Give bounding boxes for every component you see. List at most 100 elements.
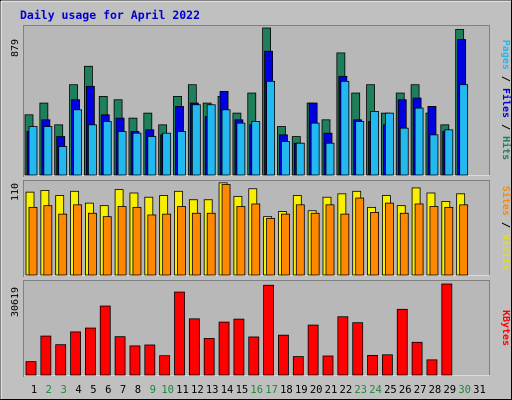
pages-bar [28, 126, 38, 176]
kbytes-panel-legend: KBytes [500, 310, 511, 346]
kbytes-bar [441, 283, 453, 376]
kbytes-bar [114, 336, 126, 376]
kbytes-bar [381, 354, 393, 376]
kbytes-bar [292, 356, 304, 376]
sites-bar [310, 212, 320, 276]
day-label: 25 [384, 384, 397, 396]
day-label: 22 [340, 384, 353, 396]
svg-text:Sites / Visits: Sites / Visits [500, 186, 512, 270]
day-label: 7 [120, 384, 126, 396]
chart-title: Daily usage for April 2022 [20, 8, 200, 22]
kbytes-bar [278, 334, 289, 376]
kbytes-bar [233, 318, 245, 376]
sites-bar [266, 217, 276, 276]
sites-bar [281, 213, 290, 276]
sites-bar [43, 205, 53, 276]
kbytes-bar [307, 324, 319, 376]
pages-bar [340, 80, 350, 176]
sites-bar [236, 206, 246, 276]
sites-bar [295, 204, 305, 276]
sites-bar [162, 213, 172, 276]
kbytes-bar [25, 361, 37, 376]
sites-bar [459, 204, 469, 276]
legend-files: Files [500, 88, 512, 118]
kbytes-ymax-label: 30619 [10, 287, 21, 317]
sites-bar [399, 212, 409, 276]
day-label: 16 [250, 384, 263, 396]
sites-bar [28, 206, 38, 276]
sites-bar [325, 204, 335, 276]
day-label: 12 [191, 384, 204, 396]
kbytes-bar [144, 344, 156, 376]
pages-bar [236, 122, 246, 176]
svg-text:Pages / Files / Hits: Pages / Files / Hits [500, 40, 512, 160]
kbytes-bar [426, 359, 438, 376]
kbytes-bar [396, 308, 408, 376]
kbytes-bar [322, 355, 334, 376]
pages-bar [444, 129, 454, 176]
kbytes-bar [40, 335, 52, 376]
pages-bar [43, 126, 53, 176]
day-label: 30 [458, 384, 471, 396]
sites-bar [444, 206, 454, 276]
sites-bar [206, 212, 216, 276]
sites-bar [177, 206, 186, 276]
day-label: 31 [473, 384, 486, 396]
kbytes-bar [218, 321, 230, 376]
kbytes-panel [25, 283, 453, 376]
visits-ymax-label: 110 [10, 183, 21, 201]
day-label: 23 [354, 384, 367, 396]
kbytes-bar [188, 318, 200, 376]
hits-panel-legend: Pages / Files / Hits [500, 40, 512, 160]
kbytes-bar [352, 322, 364, 376]
sites-bar [147, 214, 157, 276]
sites-bar [251, 203, 261, 276]
sites-bar [221, 184, 231, 276]
hits-files-pages-panel [24, 27, 469, 176]
pages-bar [355, 121, 365, 176]
pages-bar [221, 109, 231, 176]
kbytes-bar [248, 336, 260, 376]
sites-bar [370, 212, 379, 276]
pages-bar [325, 142, 335, 176]
day-label: 4 [75, 384, 81, 396]
pages-bar [147, 136, 157, 176]
sites-bar [58, 213, 68, 276]
day-label: 13 [206, 384, 219, 396]
day-label: 28 [429, 384, 442, 396]
kbytes-bar [99, 305, 111, 376]
visits-panel-legend: Sites / Visits [500, 186, 512, 270]
day-label: 29 [443, 384, 456, 396]
pages-bar [310, 122, 320, 176]
kbytes-bar [263, 284, 275, 376]
sites-bar [132, 206, 142, 276]
day-label: 17 [265, 384, 278, 396]
legend-hits: Hits [500, 136, 512, 160]
kbytes-bar [55, 344, 67, 376]
pages-bar [399, 127, 409, 176]
pages-bar [102, 121, 112, 176]
day-label: 24 [369, 384, 382, 396]
legend-sites: Sites [500, 186, 512, 216]
pages-bar [459, 84, 469, 176]
day-label: 21 [325, 384, 338, 396]
day-label: 5 [90, 384, 96, 396]
day-label: 18 [280, 384, 293, 396]
sites-bar [88, 212, 97, 276]
legend-kbytes: KBytes [500, 310, 511, 346]
day-label: 27 [414, 384, 427, 396]
sites-bar [429, 206, 439, 276]
legend-visits: Visits [500, 234, 512, 270]
pages-bar [88, 124, 97, 176]
kbytes-bar [367, 354, 378, 376]
kbytes-bar [159, 355, 171, 376]
kbytes-bar [203, 338, 215, 376]
pages-bar [73, 109, 82, 176]
x-axis-day-labels: 1 2 3 4 5 6 7 8 9 10 11 12 13 14 15 16 17 18 19 20 21 22 23 24 2… [31, 384, 486, 396]
hits-ymax-label: 879 [10, 39, 21, 57]
kbytes-bar [129, 345, 141, 376]
day-label: 15 [236, 384, 249, 396]
sites-bar [355, 197, 365, 276]
pages-bar [429, 134, 439, 176]
